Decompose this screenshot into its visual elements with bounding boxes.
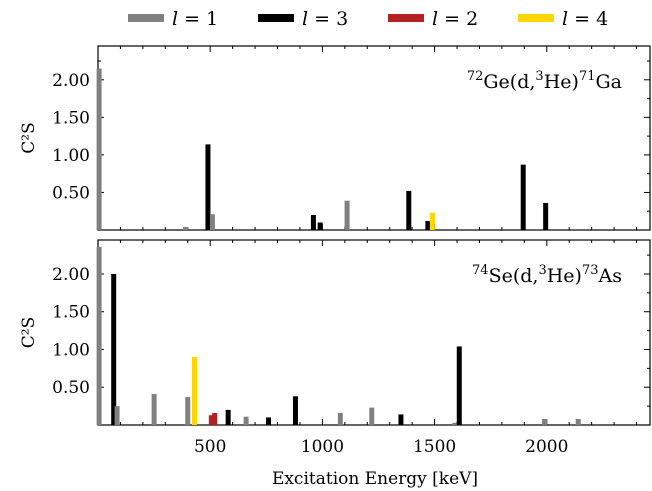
bar-l3 [398, 414, 404, 425]
legend-label-l-1: l = 1 [172, 8, 218, 30]
bar-l1 [575, 418, 581, 425]
bar-l1 [114, 406, 120, 425]
bar-l2 [208, 415, 214, 425]
y-tick-label: 2.00 [52, 71, 90, 91]
bar-l1 [96, 68, 102, 230]
bar-l2 [212, 412, 218, 425]
bar-l3 [111, 273, 117, 425]
legend-label-l-4: l = 4 [562, 8, 608, 30]
y-tick-label: 1.00 [52, 146, 90, 166]
bar-l3 [205, 144, 211, 230]
bar-l1 [243, 416, 249, 425]
x-tick-label: 1500 [413, 437, 456, 457]
bar-l3 [543, 202, 549, 230]
legend-label-l-3: l = 3 [302, 8, 348, 30]
y-tick-label: 1.50 [52, 303, 90, 323]
legend-swatch-l-1 [128, 14, 164, 22]
legend-swatch-l-3 [258, 14, 294, 22]
x-axis-title: Excitation Energy [keV] [272, 469, 478, 489]
y-axis-title: C²S [19, 317, 39, 348]
panel-bottom: 0.50 1.00 1.50 2.00 C²S 74Se(d,3He)73As 500 100… [19, 239, 651, 457]
bar-l1 [96, 246, 102, 425]
y-tick-label: 0.50 [52, 378, 90, 398]
y-tick-label: 2.00 [52, 265, 90, 285]
bar-l1 [185, 397, 191, 425]
y-tick-label: 1.50 [52, 108, 90, 128]
bar-l1 [209, 214, 215, 230]
y-axis-title: C²S [19, 122, 39, 153]
bar-l1 [337, 412, 343, 425]
bar-l3 [266, 417, 272, 425]
bar-l1 [151, 394, 157, 425]
y-tick-label: 1.00 [52, 340, 90, 360]
bar-l1 [183, 226, 189, 230]
legend-label-l-2: l = 2 [432, 8, 478, 30]
bar-l3 [406, 190, 412, 230]
bar-l3 [520, 164, 526, 230]
reaction-label: 74Se(d,3He)73As [472, 263, 622, 287]
bar-l3 [425, 220, 431, 230]
bar-l1 [344, 200, 350, 230]
x-tick-label: 1000 [301, 437, 344, 457]
bar-l1 [452, 422, 458, 425]
bar-l3 [317, 222, 323, 230]
legend-swatch-l-2 [388, 14, 424, 22]
y-tick-label: 0.50 [52, 183, 90, 203]
bar-l4 [191, 357, 197, 425]
reaction-label: 72Ge(d,3He)71Ga [467, 69, 622, 93]
bar-l1 [369, 407, 375, 425]
legend: l = 1 l = 3 l = 2 l = 4 [128, 8, 608, 30]
bar-l3 [310, 214, 316, 230]
bar-l1 [542, 418, 548, 425]
legend-swatch-l-4 [518, 14, 554, 22]
bar-l4 [429, 212, 435, 230]
bar-l3 [225, 409, 231, 425]
x-tick-label: 2000 [525, 437, 568, 457]
bar-l3 [456, 346, 462, 425]
panel-top: 0.50 1.00 1.50 2.00 C²S 72Ge(d,3He)71Ga [19, 45, 651, 231]
x-tick-label: 500 [194, 437, 226, 457]
bar-l3 [292, 396, 298, 425]
